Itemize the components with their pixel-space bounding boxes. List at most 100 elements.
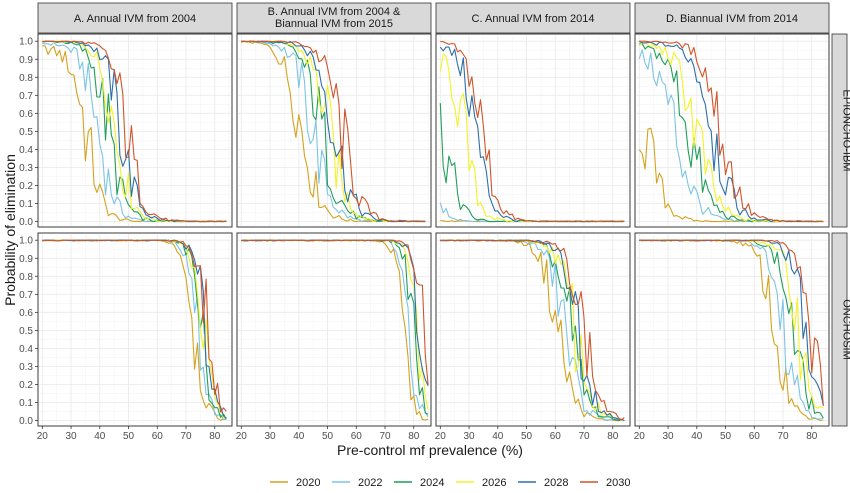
y-tick-label: 0.3 [19,362,33,373]
x-tick-label: 30 [65,431,77,442]
x-tick-label: 80 [806,431,818,442]
y-tick-label: 0.7 [19,91,33,102]
column-strip-label: C. Annual IVM from 2014 [472,13,595,25]
x-tick-label: 60 [351,431,363,442]
x-tick-label: 70 [379,431,391,442]
x-tick-label: 70 [578,431,590,442]
series-line-2030 [42,40,227,223]
legend-label: 2022 [358,477,382,489]
x-axis-title: Pre-control mf prevalence (%) [337,442,523,458]
y-tick-label: 0.0 [19,217,33,228]
x-tick-label: 50 [123,431,135,442]
series-line-2030 [241,239,429,385]
y-tick-label: 0.5 [19,326,33,337]
x-tick-label: 30 [463,431,475,442]
column-strip-b: B. Annual IVM from 2004 &Biannual IVM fr… [236,2,432,34]
x-tick-label: 80 [209,431,221,442]
y-tick-label: 0.6 [19,109,33,120]
series-line-2030 [639,40,824,223]
x-tick-label: 30 [662,431,674,442]
panel-b-epioncho [236,33,432,228]
y-tick-label: 0.6 [19,308,33,319]
series-line-2030 [440,239,625,421]
y-tick-label: 0.9 [19,254,33,265]
y-tick-label: 0.4 [19,145,33,156]
panel-d-onchosim: 20 30 40 50 60 70 80 [634,232,830,442]
legend-label: 2026 [482,477,506,489]
legend-label: 2030 [606,477,630,489]
panel-a-onchosim: 0.0 0.1 0.2 0.3 0.4 0.5 0.6 0.7 0.8 0.9 1.0 20 30 40 5… [19,232,233,442]
column-strip-label: B. Annual IVM from 2004 & [268,6,401,18]
x-tick-label: 40 [293,431,305,442]
series-line-2030 [440,40,625,223]
panel-background [435,33,631,228]
y-tick-label: 0.0 [19,416,33,427]
panel-d-epioncho [634,33,830,228]
x-tick-label: 70 [180,431,192,442]
x-tick-label: 40 [94,431,106,442]
y-tick-label: 0.2 [19,380,33,391]
series-line-2030 [42,239,227,413]
x-tick-label: 40 [691,431,703,442]
panel-background [236,33,432,228]
y-tick-label: 0.4 [19,344,33,355]
panels-layer: A. Annual IVM from 2004 B. Annual IVM fro… [19,2,850,442]
x-tick-label: 70 [777,431,789,442]
panel-background [37,232,233,427]
x-tick-label: 20 [236,431,248,442]
x-tick-label: 20 [435,431,447,442]
y-tick-label: 1.0 [19,37,33,48]
column-strip-c: C. Annual IVM from 2014 [435,2,631,34]
legend: 2020 2022 2024 2026 2028 2030 [270,477,630,489]
x-tick-label: 80 [408,431,420,442]
x-tick-label: 80 [607,431,619,442]
legend-item-2026: 2026 [456,477,506,489]
y-tick-label: 0.2 [19,181,33,192]
y-tick-label: 1.0 [19,236,33,247]
legend-item-2022: 2022 [332,477,382,489]
row-strip-label: ONCHOSIM [841,299,850,360]
x-tick-label: 50 [322,431,334,442]
column-strip-a: A. Annual IVM from 2004 [37,2,233,34]
y-tick-label: 0.9 [19,55,33,66]
panel-c-onchosim: 20 30 40 50 60 70 80 [435,232,631,442]
x-tick-label: 60 [749,431,761,442]
y-tick-label: 0.1 [19,199,33,210]
x-tick-label: 50 [720,431,732,442]
legend-item-2020: 2020 [270,477,320,489]
y-tick-label: 0.5 [19,127,33,138]
column-strip-label: A. Annual IVM from 2004 [74,13,196,25]
y-tick-label: 0.8 [19,73,33,84]
panel-background [37,33,233,228]
x-tick-label: 60 [550,431,562,442]
y-tick-label: 0.8 [19,272,33,283]
row-strip-label: EPIONCHO-IBM [841,90,850,172]
legend-item-2028: 2028 [518,477,568,489]
y-tick-label: 0.3 [19,163,33,174]
panel-b-onchosim: 20 30 40 50 60 70 80 [236,232,432,442]
y-axis-title: Probability of elimination [2,154,18,306]
row-strip-onchosim: ONCHOSIM [831,232,850,427]
x-tick-label: 20 [634,431,646,442]
panel-background [236,232,432,427]
legend-label: 2024 [420,477,444,489]
row-strip-epioncho: EPIONCHO-IBM [831,33,850,228]
series-line-2030 [241,40,426,223]
series-line-2030 [639,239,824,407]
panel-a-epioncho: 0.0 0.1 0.2 0.3 0.4 0.5 0.6 0.7 0.8 0.9 1.0 [19,33,233,228]
x-tick-label: 40 [492,431,504,442]
column-strip-label: Biannual IVM from 2015 [275,18,393,30]
x-tick-label: 20 [37,431,49,442]
panel-background [435,232,631,427]
column-strip-d: D. Biannual IVM from 2014 [634,2,830,34]
y-tick-label: 0.1 [19,398,33,409]
legend-label: 2020 [296,477,320,489]
legend-item-2030: 2030 [580,477,630,489]
panel-c-epioncho [435,33,631,228]
legend-item-2024: 2024 [394,477,444,489]
column-strip-label: D. Biannual IVM from 2014 [666,13,798,25]
legend-label: 2028 [544,477,568,489]
y-tick-label: 0.7 [19,290,33,301]
x-tick-label: 30 [264,431,276,442]
